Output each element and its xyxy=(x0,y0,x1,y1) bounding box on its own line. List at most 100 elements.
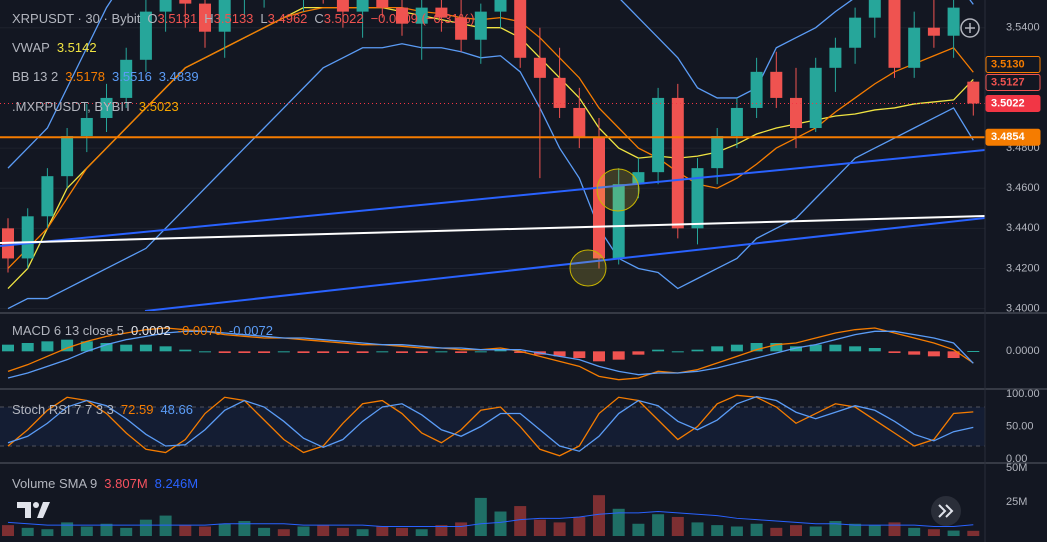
ohlc-key: L xyxy=(260,11,268,26)
volume-bar xyxy=(218,523,231,537)
drawings xyxy=(0,149,985,311)
logo xyxy=(17,502,50,518)
candle-body xyxy=(868,0,881,18)
volume-bar xyxy=(100,523,113,537)
volume-bar xyxy=(711,525,724,537)
volume-bar xyxy=(770,527,783,537)
indicator-name: .MXRPUSDT, BYBIT xyxy=(12,99,132,114)
legend-value: 8.246M xyxy=(154,476,199,491)
candle-body xyxy=(159,0,172,12)
price-axis: 3.54003.48003.46003.44003.42003.40003.48… xyxy=(985,22,1041,508)
indicator-value: 3.5178 xyxy=(65,69,106,84)
volume-bar xyxy=(553,522,566,537)
candle-body xyxy=(21,216,34,259)
candle-body xyxy=(947,7,960,36)
ohlc-value: 3.5022 xyxy=(323,11,364,26)
macd-histogram-bar xyxy=(80,341,93,352)
volume-bar xyxy=(533,519,546,537)
volume-bar xyxy=(2,525,14,537)
volume-bar xyxy=(593,495,605,537)
macd-histogram-bar xyxy=(396,351,408,353)
legend: MACD 6 13 close 5 0.0002 -0.0070 -0.0072 xyxy=(12,323,273,338)
volume-bar xyxy=(809,526,822,537)
candle-body xyxy=(809,67,822,129)
volume-bar xyxy=(790,525,802,537)
legend: .MXRPUSDT, BYBIT 3.5023 xyxy=(12,99,179,114)
ohlc-item: O3.5131 xyxy=(147,11,197,26)
y-tick-label: 0.0000 xyxy=(1006,345,1040,357)
legend-value: -0.0072 xyxy=(228,323,273,338)
macd-histogram-bar xyxy=(297,351,310,353)
legend-title: Volume SMA 9 xyxy=(12,476,98,491)
legend-value: 72.59 xyxy=(120,402,154,417)
scroll-to-latest-button[interactable] xyxy=(931,496,961,526)
volume-bar xyxy=(612,508,625,537)
volume-bar xyxy=(396,527,408,537)
ohlc-value: 3.5131 xyxy=(157,11,198,26)
y-tick-label: 50.00 xyxy=(1006,420,1034,432)
macd-histogram-bar xyxy=(691,349,704,352)
add-button[interactable] xyxy=(960,18,980,38)
price-label: 3.5130 xyxy=(991,58,1025,70)
candle-body xyxy=(573,107,586,139)
volume-bar xyxy=(41,529,54,537)
volume-bar xyxy=(120,527,133,537)
volume-bar xyxy=(356,529,369,537)
indicator-line xyxy=(7,6,974,269)
macd-histogram-bar xyxy=(218,351,231,353)
price-label-box xyxy=(985,55,1041,73)
volume-bar xyxy=(671,516,684,537)
ohlc-item: L3.4962 xyxy=(260,11,307,26)
volume-bar xyxy=(159,515,172,537)
y-tick-label: 25M xyxy=(1006,496,1027,508)
candle-body xyxy=(336,0,349,12)
macd-histogram-bar xyxy=(199,351,211,353)
indicator-name: VWAP xyxy=(12,40,50,55)
candle-body xyxy=(849,17,862,48)
volume-bar xyxy=(474,497,487,537)
ohlc-key: O xyxy=(147,11,158,26)
volume-bar xyxy=(415,529,428,537)
macd-histogram-bar xyxy=(829,344,842,352)
candle-body xyxy=(494,0,507,12)
macd-histogram-bar xyxy=(238,351,251,353)
trend-line xyxy=(144,217,985,311)
ohlc-key: H xyxy=(204,11,214,26)
candle-body xyxy=(553,77,566,108)
volume-bar xyxy=(258,527,271,537)
volume-bar xyxy=(967,530,980,537)
macd-histogram-bar xyxy=(2,344,14,352)
macd-histogram-bar xyxy=(120,344,133,352)
volume-bar xyxy=(21,527,34,537)
highlight-circle xyxy=(569,249,607,287)
candle-body xyxy=(139,11,152,60)
candle-body xyxy=(218,0,231,32)
candle-body xyxy=(120,59,133,98)
macd-histogram-bar xyxy=(593,351,605,362)
indicator-value: 3.5023 xyxy=(138,99,179,114)
candle-body xyxy=(888,0,901,68)
price-pane xyxy=(0,0,985,310)
volume-bar xyxy=(888,522,901,537)
legend-value: 48.66 xyxy=(160,402,193,417)
change: −0.0109 (−0.31%) xyxy=(370,11,475,26)
indicator-line xyxy=(7,330,974,379)
volume-bar xyxy=(829,521,842,537)
band-fill xyxy=(0,407,985,447)
candle-body xyxy=(41,176,54,217)
y-tick-label: 3.4200 xyxy=(1006,262,1040,274)
macd-histogram-bar xyxy=(21,343,34,352)
candle-body xyxy=(199,3,211,32)
macd-histogram-bar xyxy=(474,351,487,353)
volume-pane xyxy=(2,495,980,537)
macd-histogram-bar xyxy=(415,351,428,353)
volume-bar xyxy=(297,526,310,537)
indicator-line xyxy=(7,0,974,169)
candle-body xyxy=(435,7,448,18)
candle-body xyxy=(927,27,940,36)
macd-histogram-bar xyxy=(612,351,625,360)
macd-pane xyxy=(2,327,980,381)
volume-bar xyxy=(691,522,704,537)
macd-histogram-bar xyxy=(455,351,468,353)
